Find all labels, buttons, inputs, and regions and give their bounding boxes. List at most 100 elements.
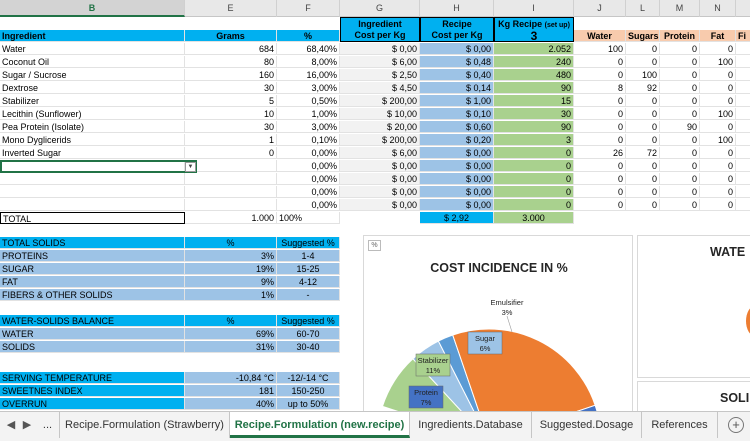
grams-cell[interactable]: 0 — [185, 147, 277, 159]
grams-cell[interactable]: 684 — [185, 43, 277, 55]
nutrient-cell — [736, 186, 750, 198]
nutrient-cell: 0 — [626, 121, 660, 133]
pct-cell: 0,00% — [277, 199, 340, 211]
tab-suggested-dosage[interactable]: Suggested.Dosage — [532, 412, 642, 438]
nutrient-cell: 0 — [574, 160, 626, 172]
tab-recipe-strawberry[interactable]: Recipe.Formulation (Strawberry) — [60, 412, 230, 438]
ingredient-name-cell[interactable]: Sugar / Sucrose — [0, 69, 185, 81]
total-label: TOTAL — [0, 212, 185, 224]
header-kg-recipe: Kg Recipe (set up) 3 — [494, 17, 574, 42]
pie-label-name: Protein — [414, 388, 438, 397]
column-header-N[interactable]: N — [700, 0, 736, 17]
active-cell-selection[interactable] — [0, 160, 197, 173]
nutrient-cell: 0 — [660, 56, 700, 68]
pie-slice-protein[interactable] — [489, 404, 601, 411]
nutrient-cell: 0 — [660, 160, 700, 172]
column-header-F[interactable]: F — [277, 0, 340, 17]
tab-recipe-new[interactable]: Recipe.Formulation (new.recipe) — [230, 412, 410, 438]
nutrient-cell: 0 — [700, 69, 736, 81]
nutrient-cell — [736, 134, 750, 146]
tab-scroll-left-icon[interactable]: ◀ — [6, 419, 16, 431]
nutrient-cell: 0 — [660, 69, 700, 81]
recipe-cost-cell: $ 0,48 — [420, 56, 494, 68]
ingredient-name-cell[interactable]: Stabilizer — [0, 95, 185, 107]
ingredient-cost-cell: $ 0,00 — [340, 199, 420, 211]
grams-cell[interactable] — [185, 173, 277, 185]
nutrient-cell: 0 — [700, 160, 736, 172]
pie-label-box — [408, 385, 444, 409]
ingredient-name-cell[interactable]: Coconut Oil — [0, 56, 185, 68]
ingredient-name-cell[interactable]: Inverted Sugar — [0, 147, 185, 159]
nutrient-cell: 26 — [574, 147, 626, 159]
dropdown-arrow-icon[interactable]: ▼ — [185, 162, 196, 172]
kg-recipe-cell: 480 — [494, 69, 574, 81]
column-header-J[interactable]: J — [574, 0, 626, 17]
ingredient-name-cell[interactable]: Mono Dyglicerids — [0, 134, 185, 146]
grams-cell[interactable] — [185, 186, 277, 198]
serving-row-value: 40% — [185, 398, 277, 410]
header-recipe-cost-line1: Recipe — [442, 19, 472, 29]
balance-row-pct: 31% — [185, 341, 277, 353]
nutrient-cell — [736, 82, 750, 94]
recipe-cost-cell: $ 0,00 — [420, 147, 494, 159]
nutrient-cell — [736, 69, 750, 81]
filter-icon[interactable]: % — [368, 240, 381, 251]
column-header-H[interactable]: H — [420, 0, 494, 17]
recipe-cost-cell: $ 0,10 — [420, 108, 494, 120]
ingredient-cost-cell: $ 6,00 — [340, 56, 420, 68]
ingredient-cost-cell: $ 10,00 — [340, 108, 420, 120]
ingredient-name-cell[interactable] — [0, 173, 185, 185]
worksheet-grid[interactable]: Ingredient Cost per Kg Recipe Cost per K… — [0, 17, 750, 411]
column-header-I[interactable]: I — [494, 0, 574, 17]
ingredient-name-cell[interactable]: Dextrose — [0, 82, 185, 94]
column-header-E[interactable]: E — [185, 0, 277, 17]
nutrient-cell: 0 — [700, 186, 736, 198]
grams-cell[interactable]: 30 — [185, 82, 277, 94]
cost-incidence-chart[interactable]: % COST INCIDENCE IN % Stabilizer 11% Sugar… — [363, 235, 633, 411]
pct-cell: 68,40% — [277, 43, 340, 55]
solids-chart-panel[interactable]: SOLI — [637, 381, 750, 411]
recipe-cost-cell: $ 0,00 — [420, 173, 494, 185]
kg-recipe-input[interactable]: 3 — [530, 29, 538, 42]
total-kg-recipe: 3.000 — [494, 212, 574, 224]
column-header-G[interactable]: G — [340, 0, 420, 17]
nutrient-cell: 0 — [700, 199, 736, 211]
nutrient-cell: 0 — [574, 56, 626, 68]
solids-row-pct: 1% — [185, 289, 277, 301]
grams-cell[interactable]: 1 — [185, 134, 277, 146]
ingredient-name-cell[interactable]: Pea Protein (Isolate) — [0, 121, 185, 133]
tab-scroll-right-icon[interactable]: ▶ — [22, 419, 32, 431]
grams-cell[interactable]: 10 — [185, 108, 277, 120]
water-chart-panel[interactable]: WATE — [637, 235, 750, 378]
tab-references[interactable]: References — [642, 412, 718, 438]
tab-ellipsis[interactable]: ... — [36, 412, 60, 438]
grams-cell[interactable]: 160 — [185, 69, 277, 81]
ingredient-name-cell[interactable]: Lecithin (Sunflower) — [0, 108, 185, 120]
chart-title: COST INCIDENCE IN % — [430, 261, 568, 275]
tab-ingredients-database[interactable]: Ingredients.Database — [410, 412, 532, 438]
nutrient-cell: 90 — [660, 121, 700, 133]
ingredient-name-cell[interactable] — [0, 199, 185, 211]
column-header-L[interactable]: L — [626, 0, 660, 17]
column-header-B[interactable]: B — [0, 0, 185, 17]
nutrient-cell: 100 — [700, 108, 736, 120]
header-kg-recipe-label: Kg Recipe — [498, 19, 543, 29]
ingredient-name-cell[interactable] — [0, 186, 185, 198]
grams-cell[interactable] — [185, 199, 277, 211]
balance-row-label: WATER — [0, 328, 185, 340]
pct-cell: 3,00% — [277, 82, 340, 94]
pct-cell: 16,00% — [277, 69, 340, 81]
grams-cell[interactable]: 5 — [185, 95, 277, 107]
total-recipe-cost: $ 2,92 — [420, 212, 494, 224]
grams-cell[interactable]: 30 — [185, 121, 277, 133]
grams-cell[interactable]: 80 — [185, 56, 277, 68]
pct-cell: 0,00% — [277, 147, 340, 159]
column-header-M[interactable]: M — [660, 0, 700, 17]
add-sheet-icon[interactable]: + — [728, 417, 744, 433]
header-recipe-cost-line2: Cost per Kg — [431, 30, 483, 40]
ingredient-name-cell[interactable]: Water — [0, 43, 185, 55]
nutrient-cell: 0 — [660, 134, 700, 146]
grams-cell[interactable] — [185, 160, 277, 172]
nutrient-cell — [736, 160, 750, 172]
